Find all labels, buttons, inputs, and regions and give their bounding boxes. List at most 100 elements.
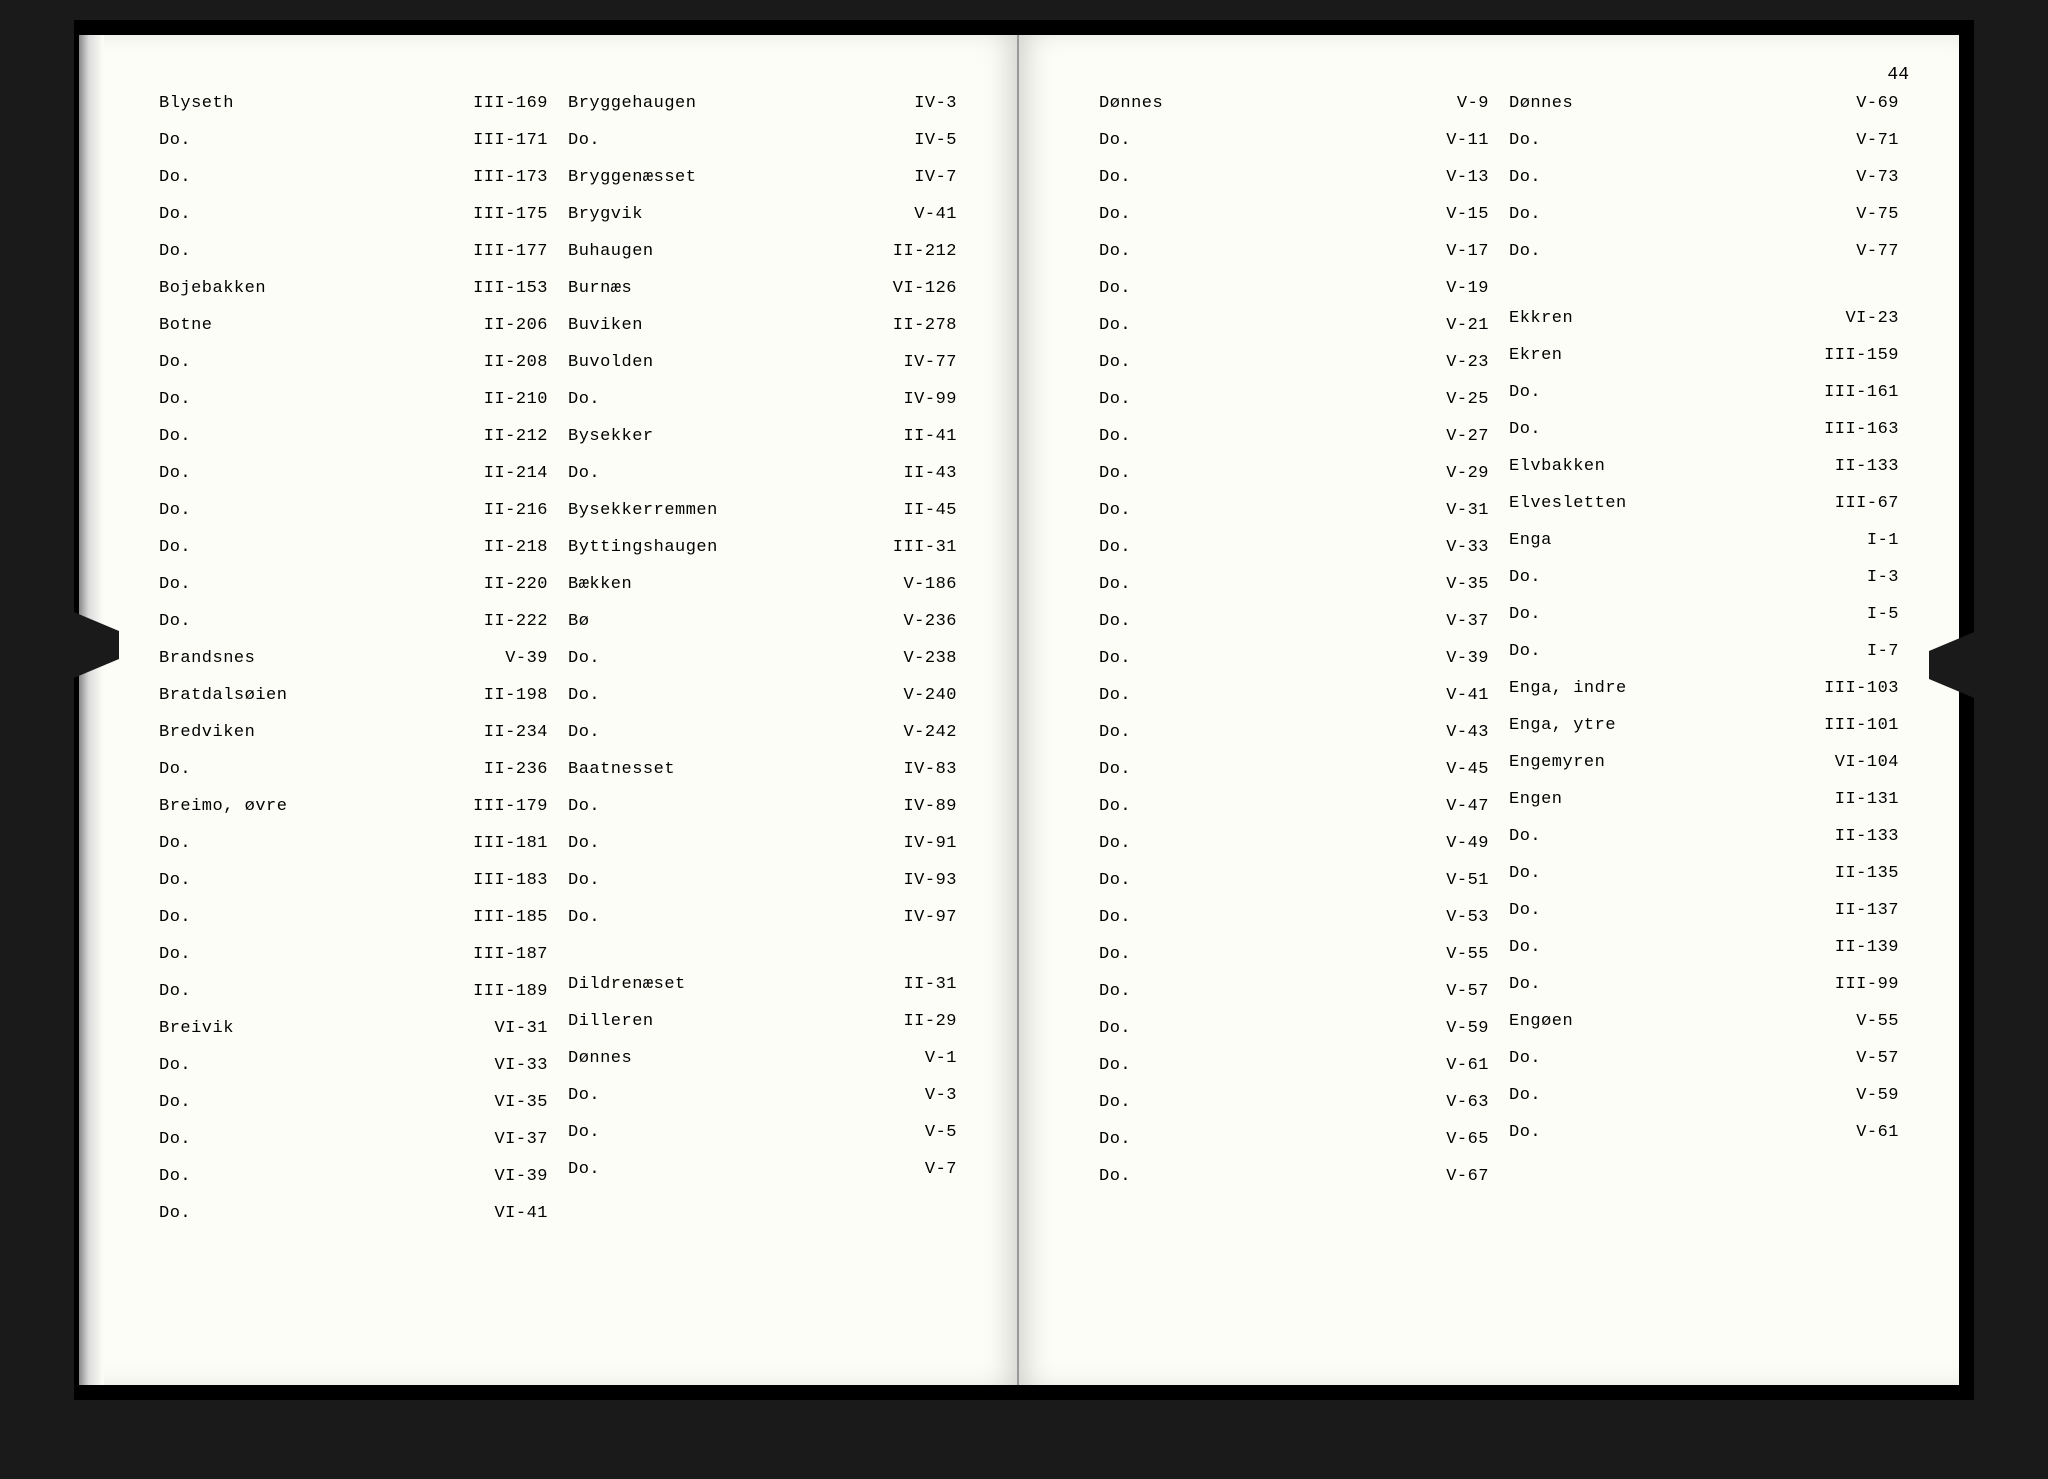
index-entry: BojebakkenIII-153 [159, 280, 548, 297]
right-page-columns: DønnesV-9Do.V-11Do.V-13Do.V-15Do.V-17Do.… [1099, 95, 1899, 1345]
entry-name: Do. [159, 169, 191, 186]
entry-reference: III-101 [1824, 717, 1899, 734]
entry-name: Do. [159, 1131, 191, 1148]
entry-name: Do. [568, 650, 600, 667]
entry-name: Elvesletten [1509, 495, 1627, 512]
entry-reference: IV-5 [914, 132, 957, 149]
index-entry: Do.V-35 [1099, 576, 1489, 593]
entry-name: Bryggehaugen [568, 95, 696, 112]
index-entry: Do.V-23 [1099, 354, 1489, 371]
index-entry: BøV-236 [568, 613, 957, 630]
entry-reference: III-169 [473, 95, 548, 112]
entry-reference: III-173 [473, 169, 548, 186]
index-entry: Do.V-27 [1099, 428, 1489, 445]
entry-reference: VI-23 [1845, 310, 1899, 327]
index-entry: BysekkerremmenII-45 [568, 502, 957, 519]
entry-reference: II-31 [903, 976, 957, 993]
index-entry: Do. V-61 [1099, 1057, 1489, 1074]
entry-name: Do. [1099, 1168, 1131, 1185]
entry-name: Botne [159, 317, 213, 334]
entry-name: Do. [1099, 1057, 1131, 1074]
index-entry: BredvikenII-234 [159, 724, 548, 741]
index-entry: BrygvikV-41 [568, 206, 957, 223]
entry-reference: V-61 [1446, 1057, 1489, 1074]
entry-reference: III-189 [473, 983, 548, 1000]
index-entry: Do.V-65 [1099, 1131, 1489, 1148]
entry-reference: V-71 [1856, 132, 1899, 149]
index-entry: EkkrenVI-23 [1509, 310, 1899, 327]
entry-name: Do. [1099, 798, 1131, 815]
entry-name: Brygvik [568, 206, 643, 223]
entry-name: Do. [1099, 243, 1131, 260]
entry-name: Do. [1099, 1131, 1131, 1148]
book-spread: BlysethIII-169 Do. III-171 Do. III-173 Do. III… [74, 20, 1974, 1400]
entry-reference: V-13 [1446, 169, 1489, 186]
entry-reference: V-59 [1856, 1087, 1899, 1104]
index-entry: Do.VI-41 [159, 1205, 548, 1222]
entry-name: Do. [1509, 643, 1541, 660]
index-entry: Do.V-53 [1099, 909, 1489, 926]
index-entry: Do.I-3 [1509, 569, 1899, 586]
entry-name: Do. [1509, 1087, 1541, 1104]
index-entry: Do.V-73 [1509, 169, 1899, 186]
entry-name: Do. [1099, 613, 1131, 630]
index-entry: Do.V-61 [1509, 1124, 1899, 1141]
entry-name: Do. [159, 391, 191, 408]
entry-reference: III-181 [473, 835, 548, 852]
entry-reference: I-3 [1867, 569, 1899, 586]
index-entry: Do.V-57 [1099, 983, 1489, 1000]
entry-reference: IV-97 [903, 909, 957, 926]
index-entry: BratdalsøienII-198 [159, 687, 548, 704]
entry-reference: IV-83 [903, 761, 957, 778]
entry-name: Breimo, øvre [159, 798, 287, 815]
entry-name: Do. [568, 872, 600, 889]
index-entry: BotneII-206 [159, 317, 548, 334]
index-entry: Do.II-43 [568, 465, 957, 482]
index-entry: Do.V-21 [1099, 317, 1489, 334]
entry-name: Do. [1509, 902, 1541, 919]
entry-reference: V-39 [1446, 650, 1489, 667]
index-entry: Do. VI-39 [159, 1168, 548, 1185]
entry-name: Bækken [568, 576, 632, 593]
entry-reference: II-210 [484, 391, 548, 408]
entry-name: Do. [1509, 606, 1541, 623]
index-entry: Do.V-17 [1099, 243, 1489, 260]
index-entry: BaatnessetIV-83 [568, 761, 957, 778]
entry-name: Bredviken [159, 724, 255, 741]
entry-name: Bysekkerremmen [568, 502, 718, 519]
entry-name: Do. [1509, 865, 1541, 882]
right-page: 44 DønnesV-9Do.V-11Do.V-13Do.V-15Do.V-17… [1019, 35, 1959, 1385]
entry-name: Do. [1509, 169, 1541, 186]
index-entry: BlysethIII-169 [159, 95, 548, 112]
entry-reference: III-99 [1835, 976, 1899, 993]
entry-reference: V-9 [1457, 95, 1489, 112]
entry-name: Dønnes [568, 1050, 632, 1067]
entry-name: Do. [159, 761, 191, 778]
entry-reference: III-183 [473, 872, 548, 889]
entry-reference: IV-3 [914, 95, 957, 112]
index-entry: BryggenæssetIV-7 [568, 169, 957, 186]
entry-name: Do. [159, 354, 191, 371]
entry-name: Do. [1509, 976, 1541, 993]
entry-name: Do. [159, 539, 191, 556]
index-entry: BuvoldenIV-77 [568, 354, 957, 371]
entry-reference: II-133 [1835, 828, 1899, 845]
entry-name: Do. [568, 1124, 600, 1141]
entry-reference: III-175 [473, 206, 548, 223]
entry-name: Do. [159, 1168, 191, 1185]
entry-reference: II-278 [893, 317, 957, 334]
entry-reference: V-55 [1856, 1013, 1899, 1030]
entry-name: Enga, ytre [1509, 717, 1616, 734]
entry-name: Do. [1099, 280, 1131, 297]
entry-name: Do. [568, 1087, 600, 1104]
entry-reference: III-187 [473, 946, 548, 963]
entry-reference: II-133 [1835, 458, 1899, 475]
entry-reference: IV-89 [903, 798, 957, 815]
entry-name: Bø [568, 613, 589, 630]
entry-reference: II-29 [903, 1013, 957, 1030]
entry-reference: VI-104 [1835, 754, 1899, 771]
entry-reference: V-35 [1446, 576, 1489, 593]
index-entry: BreivikVI-31 [159, 1020, 548, 1037]
entry-reference: VI-39 [494, 1168, 548, 1185]
entry-reference: III-171 [473, 132, 548, 149]
